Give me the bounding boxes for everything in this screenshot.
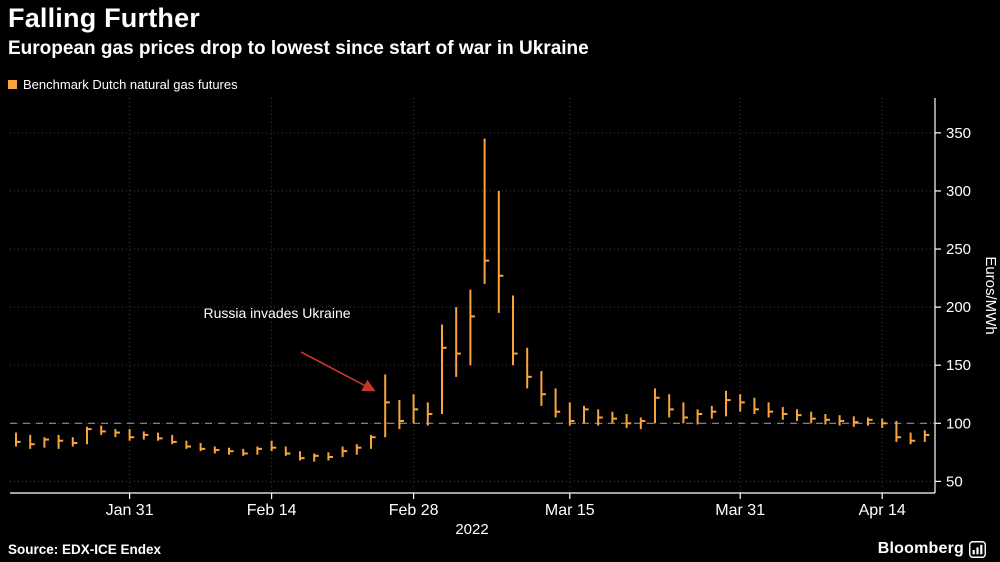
svg-text:50: 50 — [946, 473, 963, 490]
page-title: Falling Further — [8, 3, 200, 33]
svg-text:350: 350 — [946, 125, 971, 142]
svg-text:Mar 15: Mar 15 — [545, 502, 595, 519]
chart-footer: Source: EDX-ICE Endex Bloomberg — [0, 536, 1000, 562]
svg-text:200: 200 — [946, 299, 971, 316]
gridlines — [10, 98, 934, 493]
y-tick-labels: 50 100 150 200 250 300 350 — [946, 125, 971, 491]
svg-text:300: 300 — [946, 183, 971, 200]
x-axis-year-label: 2022 — [455, 521, 488, 538]
svg-text:Feb 28: Feb 28 — [389, 502, 439, 519]
svg-text:Feb 14: Feb 14 — [247, 502, 297, 519]
svg-text:Mar 31: Mar 31 — [715, 502, 765, 519]
legend: Benchmark Dutch natural gas futures — [8, 77, 238, 92]
svg-text:Apr 14: Apr 14 — [859, 502, 906, 519]
chart-header: Falling Further European gas prices drop… — [8, 2, 589, 61]
axes — [10, 98, 941, 499]
annotation-arrow — [300, 351, 376, 392]
svg-text:Jan 31: Jan 31 — [106, 502, 154, 519]
page-subtitle: European gas prices drop to lowest since… — [8, 38, 589, 60]
legend-label: Benchmark Dutch natural gas futures — [23, 77, 238, 92]
brand-text: Bloomberg — [877, 540, 964, 557]
svg-text:100: 100 — [946, 415, 971, 432]
svg-text:150: 150 — [946, 357, 971, 374]
x-tick-labels: Jan 31 Feb 14 Feb 28 Mar 15 Mar 31 Apr 14 — [106, 502, 906, 519]
annotation-text: Russia invades Ukraine — [203, 305, 350, 321]
y-axis-title: Euros/MWh — [982, 256, 999, 334]
bloomberg-logo: Bloomberg — [878, 540, 986, 558]
svg-text:250: 250 — [946, 241, 971, 258]
annotation-russia-invades: Russia invades Ukraine — [203, 305, 376, 392]
bloomberg-chart-icon — [969, 540, 986, 558]
source-text: Source: EDX-ICE Endex — [8, 542, 162, 557]
legend-swatch-icon — [8, 80, 17, 89]
price-bars — [15, 138, 930, 462]
